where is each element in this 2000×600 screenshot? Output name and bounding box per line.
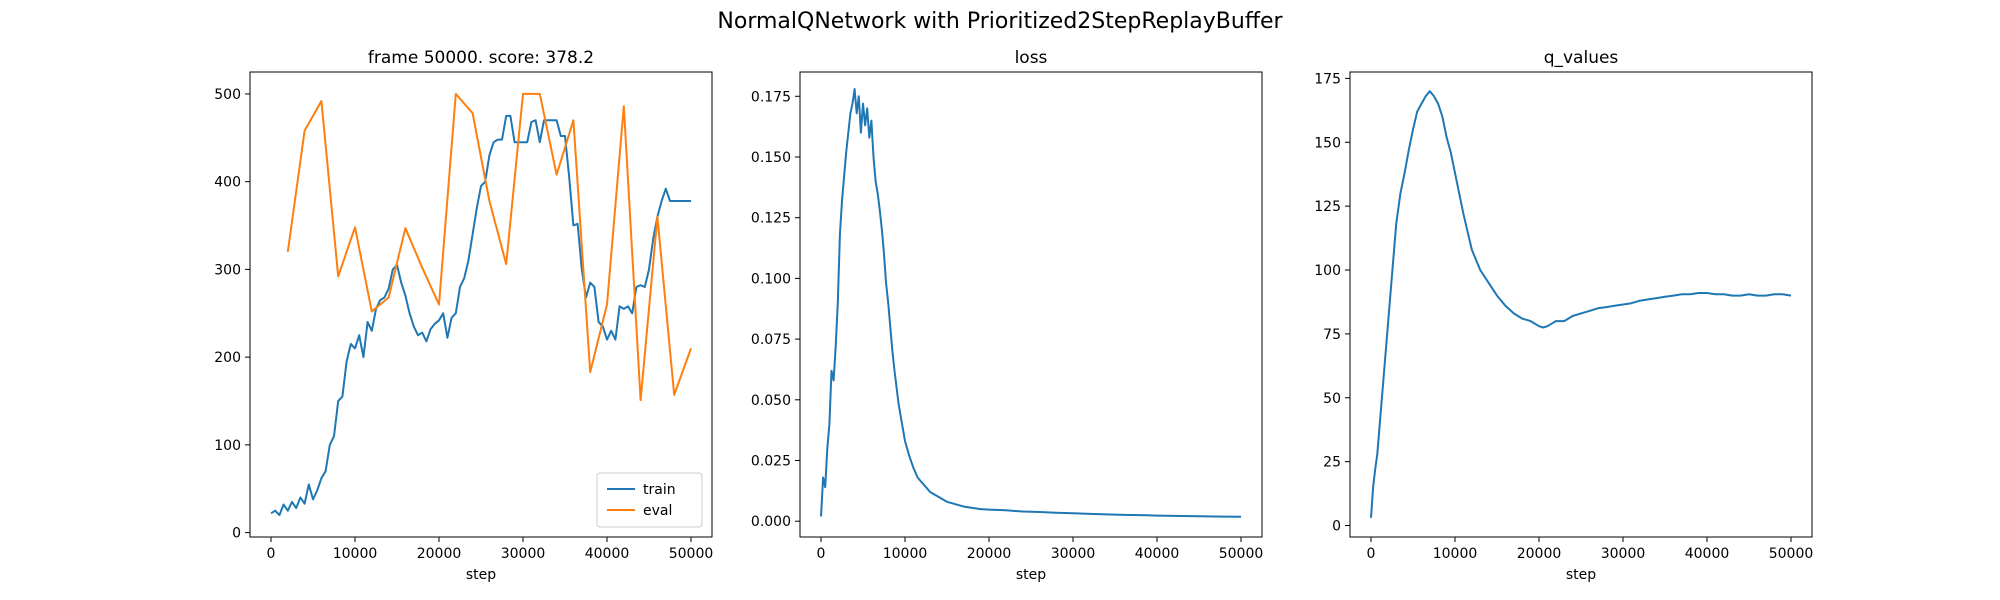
charts-group: frame 50000. score: 378.20 10000 20000 3000…: [214, 48, 1813, 583]
x-tick-label: 50000: [1219, 546, 1264, 562]
x-tick-label: 40000: [1685, 546, 1730, 562]
x-tick-label: 30000: [1601, 546, 1646, 562]
x-tick-label: 30000: [501, 546, 546, 562]
series-line-train: [270, 114, 691, 517]
x-tick-label: 20000: [967, 546, 1012, 562]
series-line-eval: [286, 92, 692, 402]
y-tick-label: 0.100: [751, 271, 791, 287]
y-tick-label: 0.000: [751, 514, 791, 530]
y-tick-label: 125: [1314, 199, 1341, 215]
chart-0: frame 50000. score: 378.20 10000 20000 3000…: [214, 48, 713, 583]
chart-2: q_values 0 10000 20000 30000 40000 50000 0 25 50 7…: [1314, 48, 1813, 583]
y-tick-label: 0: [232, 526, 241, 542]
y-tick-label: 175: [1314, 71, 1341, 87]
x-tick-label: 0: [267, 546, 276, 562]
chart-title: q_values: [1544, 48, 1619, 68]
y-tick-label: 75: [1323, 327, 1341, 343]
chart-1: loss 0 10000 20000 30000 40000 50000 0.000 0.025…: [751, 48, 1263, 583]
x-tick-label: 20000: [1517, 546, 1562, 562]
chart-title: frame 50000. score: 378.2: [368, 48, 594, 68]
legend-box: [596, 472, 703, 528]
y-tick-label: 0.175: [751, 89, 791, 105]
x-tick-label: 0: [1367, 546, 1376, 562]
y-tick-label: 0.050: [751, 393, 791, 409]
x-tick-label: 20000: [417, 546, 462, 562]
x-tick-label: 10000: [333, 546, 378, 562]
legend-label-eval: eval: [643, 503, 672, 519]
plot-frame: [1349, 71, 1813, 538]
plot-frame: [799, 71, 1263, 538]
y-tick-label: 100: [214, 438, 241, 454]
x-tick-label: 40000: [585, 546, 630, 562]
y-tick-label: 150: [1314, 135, 1341, 151]
y-tick-label: 100: [1314, 263, 1341, 279]
x-tick-label: 30000: [1051, 546, 1096, 562]
y-tick-label: 50: [1323, 391, 1341, 407]
y-tick-label: 200: [214, 350, 241, 366]
x-axis-label: step: [1016, 567, 1046, 583]
y-tick-label: 400: [214, 175, 241, 191]
figure-suptitle: NormalQNetwork with Prioritized2StepRepl…: [717, 9, 1283, 34]
legend-label-train: train: [643, 482, 676, 498]
series-line-series-0: [1370, 90, 1792, 518]
x-tick-label: 50000: [1769, 546, 1814, 562]
x-tick-label: 10000: [883, 546, 928, 562]
chart-title: loss: [1015, 48, 1048, 68]
x-tick-label: 0: [817, 546, 826, 562]
x-tick-label: 50000: [669, 546, 714, 562]
y-tick-label: 0.075: [751, 332, 791, 348]
y-tick-label: 300: [214, 262, 241, 278]
series-line-series-0: [820, 88, 1242, 518]
y-tick-label: 25: [1323, 455, 1341, 471]
y-tick-label: 0: [1332, 519, 1341, 535]
x-tick-label: 40000: [1135, 546, 1180, 562]
x-axis-label: step: [466, 567, 496, 583]
x-tick-label: 10000: [1433, 546, 1478, 562]
y-tick-label: 0.125: [751, 211, 791, 227]
x-axis-label: step: [1566, 567, 1596, 583]
y-tick-label: 0.150: [751, 150, 791, 166]
plot-frame: [249, 71, 713, 538]
y-tick-label: 500: [214, 87, 241, 103]
y-tick-label: 0.025: [751, 454, 791, 470]
legend: train eval: [596, 472, 703, 528]
